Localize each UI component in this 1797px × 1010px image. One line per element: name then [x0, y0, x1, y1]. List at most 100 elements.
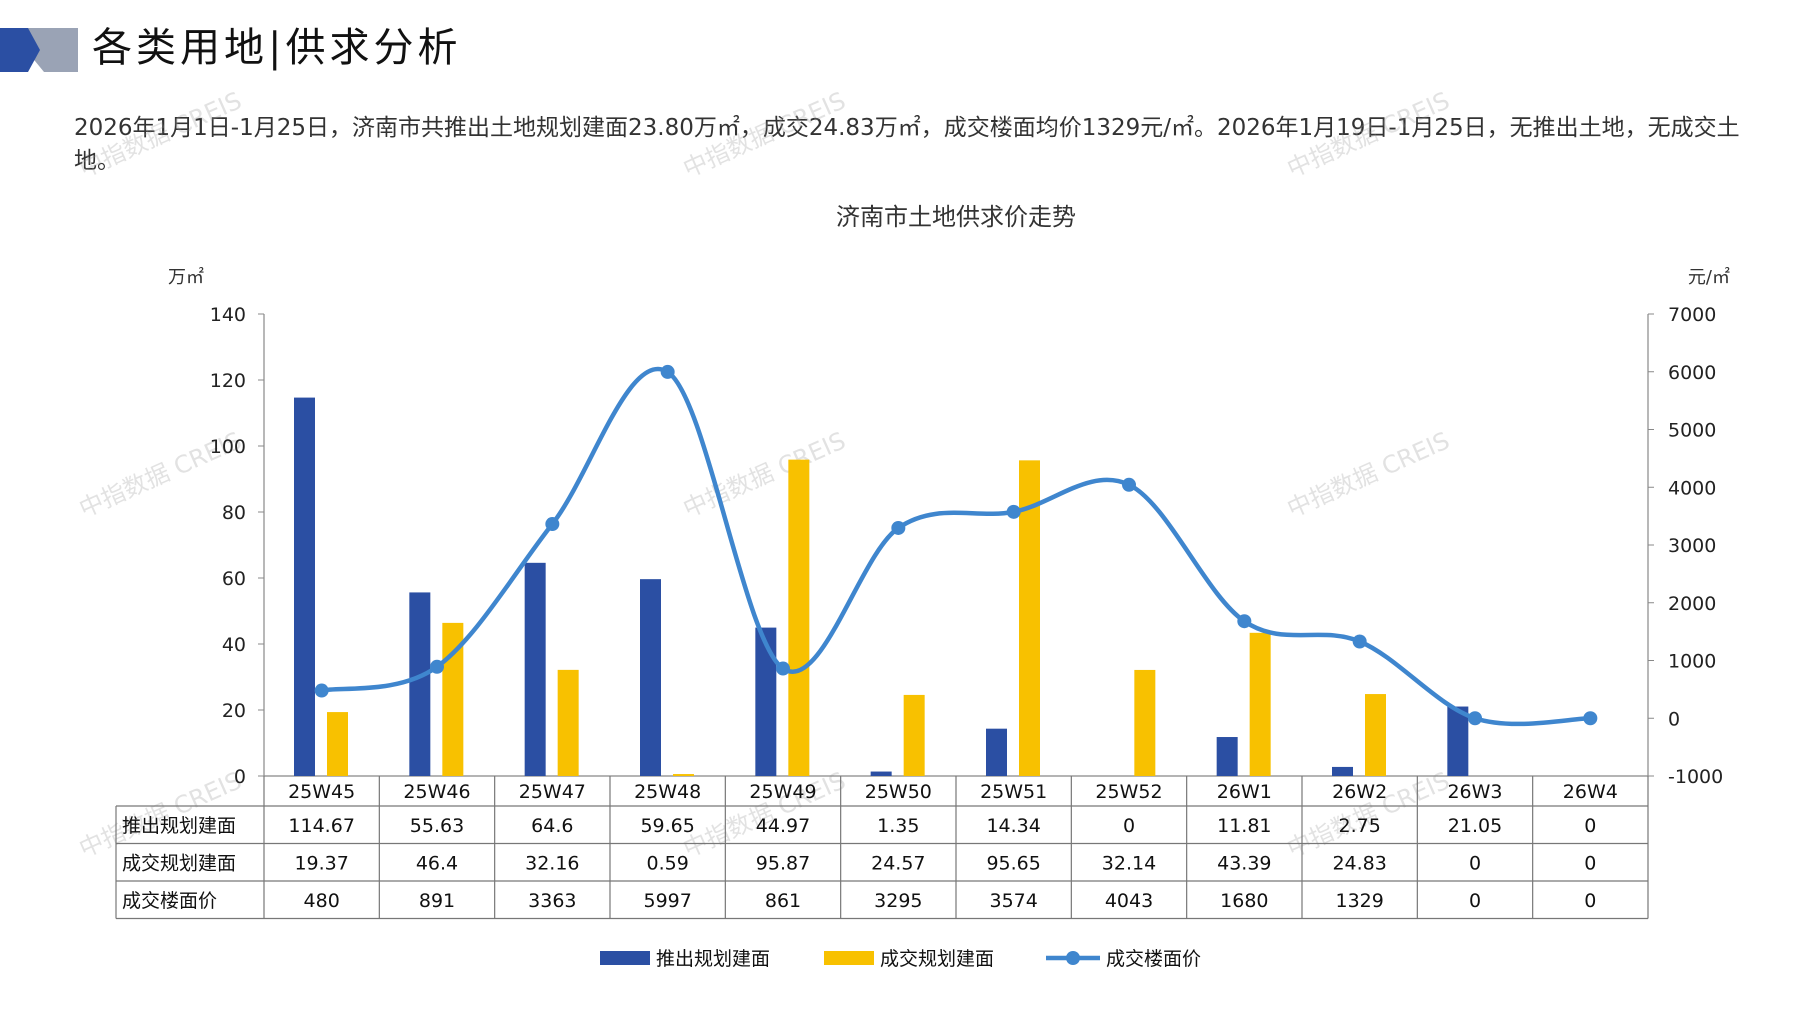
x-category-label: 25W47	[519, 781, 586, 803]
table-cell: 3363	[528, 890, 576, 912]
deal-bar	[673, 774, 694, 776]
table-cell: 2.75	[1339, 815, 1381, 837]
page-title: 各类用地|供求分析	[92, 25, 462, 71]
price-line	[321, 366, 1591, 727]
legend-price-label: 成交楼面价	[1106, 948, 1201, 970]
left-axis-unit: 万㎡	[168, 266, 204, 288]
table-cell: 55.63	[410, 815, 464, 837]
supply-bar	[1332, 766, 1353, 776]
supply-bar	[870, 771, 892, 776]
table-cell: 14.34	[986, 815, 1040, 837]
right-tick-label: -1000	[1668, 766, 1723, 788]
deal-bar	[327, 712, 348, 776]
x-category-label: 26W1	[1217, 781, 1272, 803]
legend-deal-swatch	[824, 951, 874, 965]
price-point	[430, 659, 444, 674]
price-point	[891, 520, 906, 535]
table-cell: 43.39	[1217, 852, 1271, 874]
table-cell: 0	[1584, 890, 1596, 912]
table-cell: 11.81	[1217, 815, 1271, 837]
x-category-label: 26W2	[1332, 781, 1387, 803]
table-cell: 1.35	[877, 815, 919, 837]
price-point	[1006, 504, 1021, 519]
table-cell: 46.4	[416, 852, 458, 874]
table-cell: 480	[304, 890, 340, 912]
right-tick-label: 3000	[1668, 535, 1716, 557]
price-point	[1468, 711, 1482, 726]
left-tick-label: 0	[234, 766, 246, 788]
x-category-label: 25W49	[749, 781, 816, 803]
deco-dark-shape	[0, 28, 40, 72]
deal-bar	[1019, 460, 1040, 776]
table-cell: 0	[1584, 815, 1596, 837]
table-row-label: 推出规划建面	[122, 815, 236, 837]
table-cell: 32.16	[525, 852, 579, 874]
price-point	[1237, 614, 1252, 629]
legend-supply-label: 推出规划建面	[656, 948, 770, 970]
right-tick-label: 6000	[1668, 362, 1716, 384]
x-category-label: 25W48	[634, 781, 701, 803]
right-tick-label: 4000	[1668, 477, 1716, 499]
table-cell: 1329	[1335, 890, 1383, 912]
left-tick-label: 60	[222, 568, 246, 590]
price-point	[314, 683, 329, 698]
deal-bar	[788, 459, 810, 776]
table-cell: 0	[1123, 815, 1135, 837]
x-category-label: 26W4	[1563, 781, 1618, 803]
deal-bar	[1365, 694, 1386, 776]
legend-deal-label: 成交规划建面	[880, 948, 994, 970]
table-cell: 59.65	[640, 815, 694, 837]
deal-bar	[557, 669, 579, 776]
x-category-label: 25W45	[288, 781, 355, 803]
x-category-label: 26W3	[1447, 781, 1502, 803]
left-tick-label: 80	[222, 502, 246, 524]
x-category-label: 25W50	[865, 781, 932, 803]
x-category-label: 25W46	[403, 781, 470, 803]
chart-title: 济南市土地供求价走势	[836, 203, 1076, 231]
right-tick-label: 2000	[1668, 593, 1716, 615]
deal-bar	[903, 694, 925, 776]
table-cell: 3574	[989, 890, 1037, 912]
price-point	[545, 517, 560, 532]
table-cell: 24.57	[871, 852, 925, 874]
supply-bar	[1447, 706, 1469, 776]
table-cell: 5997	[643, 890, 691, 912]
left-tick-label: 100	[210, 436, 246, 458]
legend-price-marker	[1066, 951, 1080, 965]
price-point	[660, 364, 675, 379]
deal-bar	[1134, 669, 1156, 776]
left-tick-label: 140	[210, 304, 246, 326]
supply-bar	[524, 562, 546, 776]
price-point	[1352, 634, 1367, 649]
left-tick-label: 120	[210, 370, 246, 392]
table-cell: 44.97	[756, 815, 810, 837]
left-tick-label: 20	[222, 700, 246, 722]
right-tick-label: 7000	[1668, 304, 1716, 326]
right-tick-label: 1000	[1668, 651, 1716, 673]
table-cell: 95.87	[756, 852, 810, 874]
price-point	[1122, 477, 1136, 492]
table-cell: 64.6	[531, 815, 573, 837]
table-cell: 861	[765, 890, 801, 912]
table-cell: 0	[1469, 890, 1481, 912]
table-cell: 3295	[874, 890, 922, 912]
supply-bar	[640, 579, 661, 776]
x-category-label: 25W51	[980, 781, 1047, 803]
supply-bar	[409, 592, 431, 776]
table-cell: 0	[1469, 852, 1481, 874]
deal-bar	[1249, 632, 1271, 776]
table-cell: 1680	[1220, 890, 1268, 912]
right-tick-label: 0	[1668, 708, 1680, 730]
supply-bar	[755, 627, 777, 776]
right-tick-label: 5000	[1668, 420, 1716, 442]
table-cell: 891	[419, 890, 455, 912]
x-category-label: 25W52	[1095, 781, 1162, 803]
legend-supply-swatch	[600, 951, 650, 965]
supply-bar	[986, 728, 1007, 776]
table-cell: 114.67	[288, 815, 354, 837]
table-row-label: 成交规划建面	[122, 852, 236, 874]
table-cell: 0.59	[647, 852, 689, 874]
table-cell: 0	[1584, 852, 1596, 874]
left-tick-label: 40	[222, 634, 246, 656]
